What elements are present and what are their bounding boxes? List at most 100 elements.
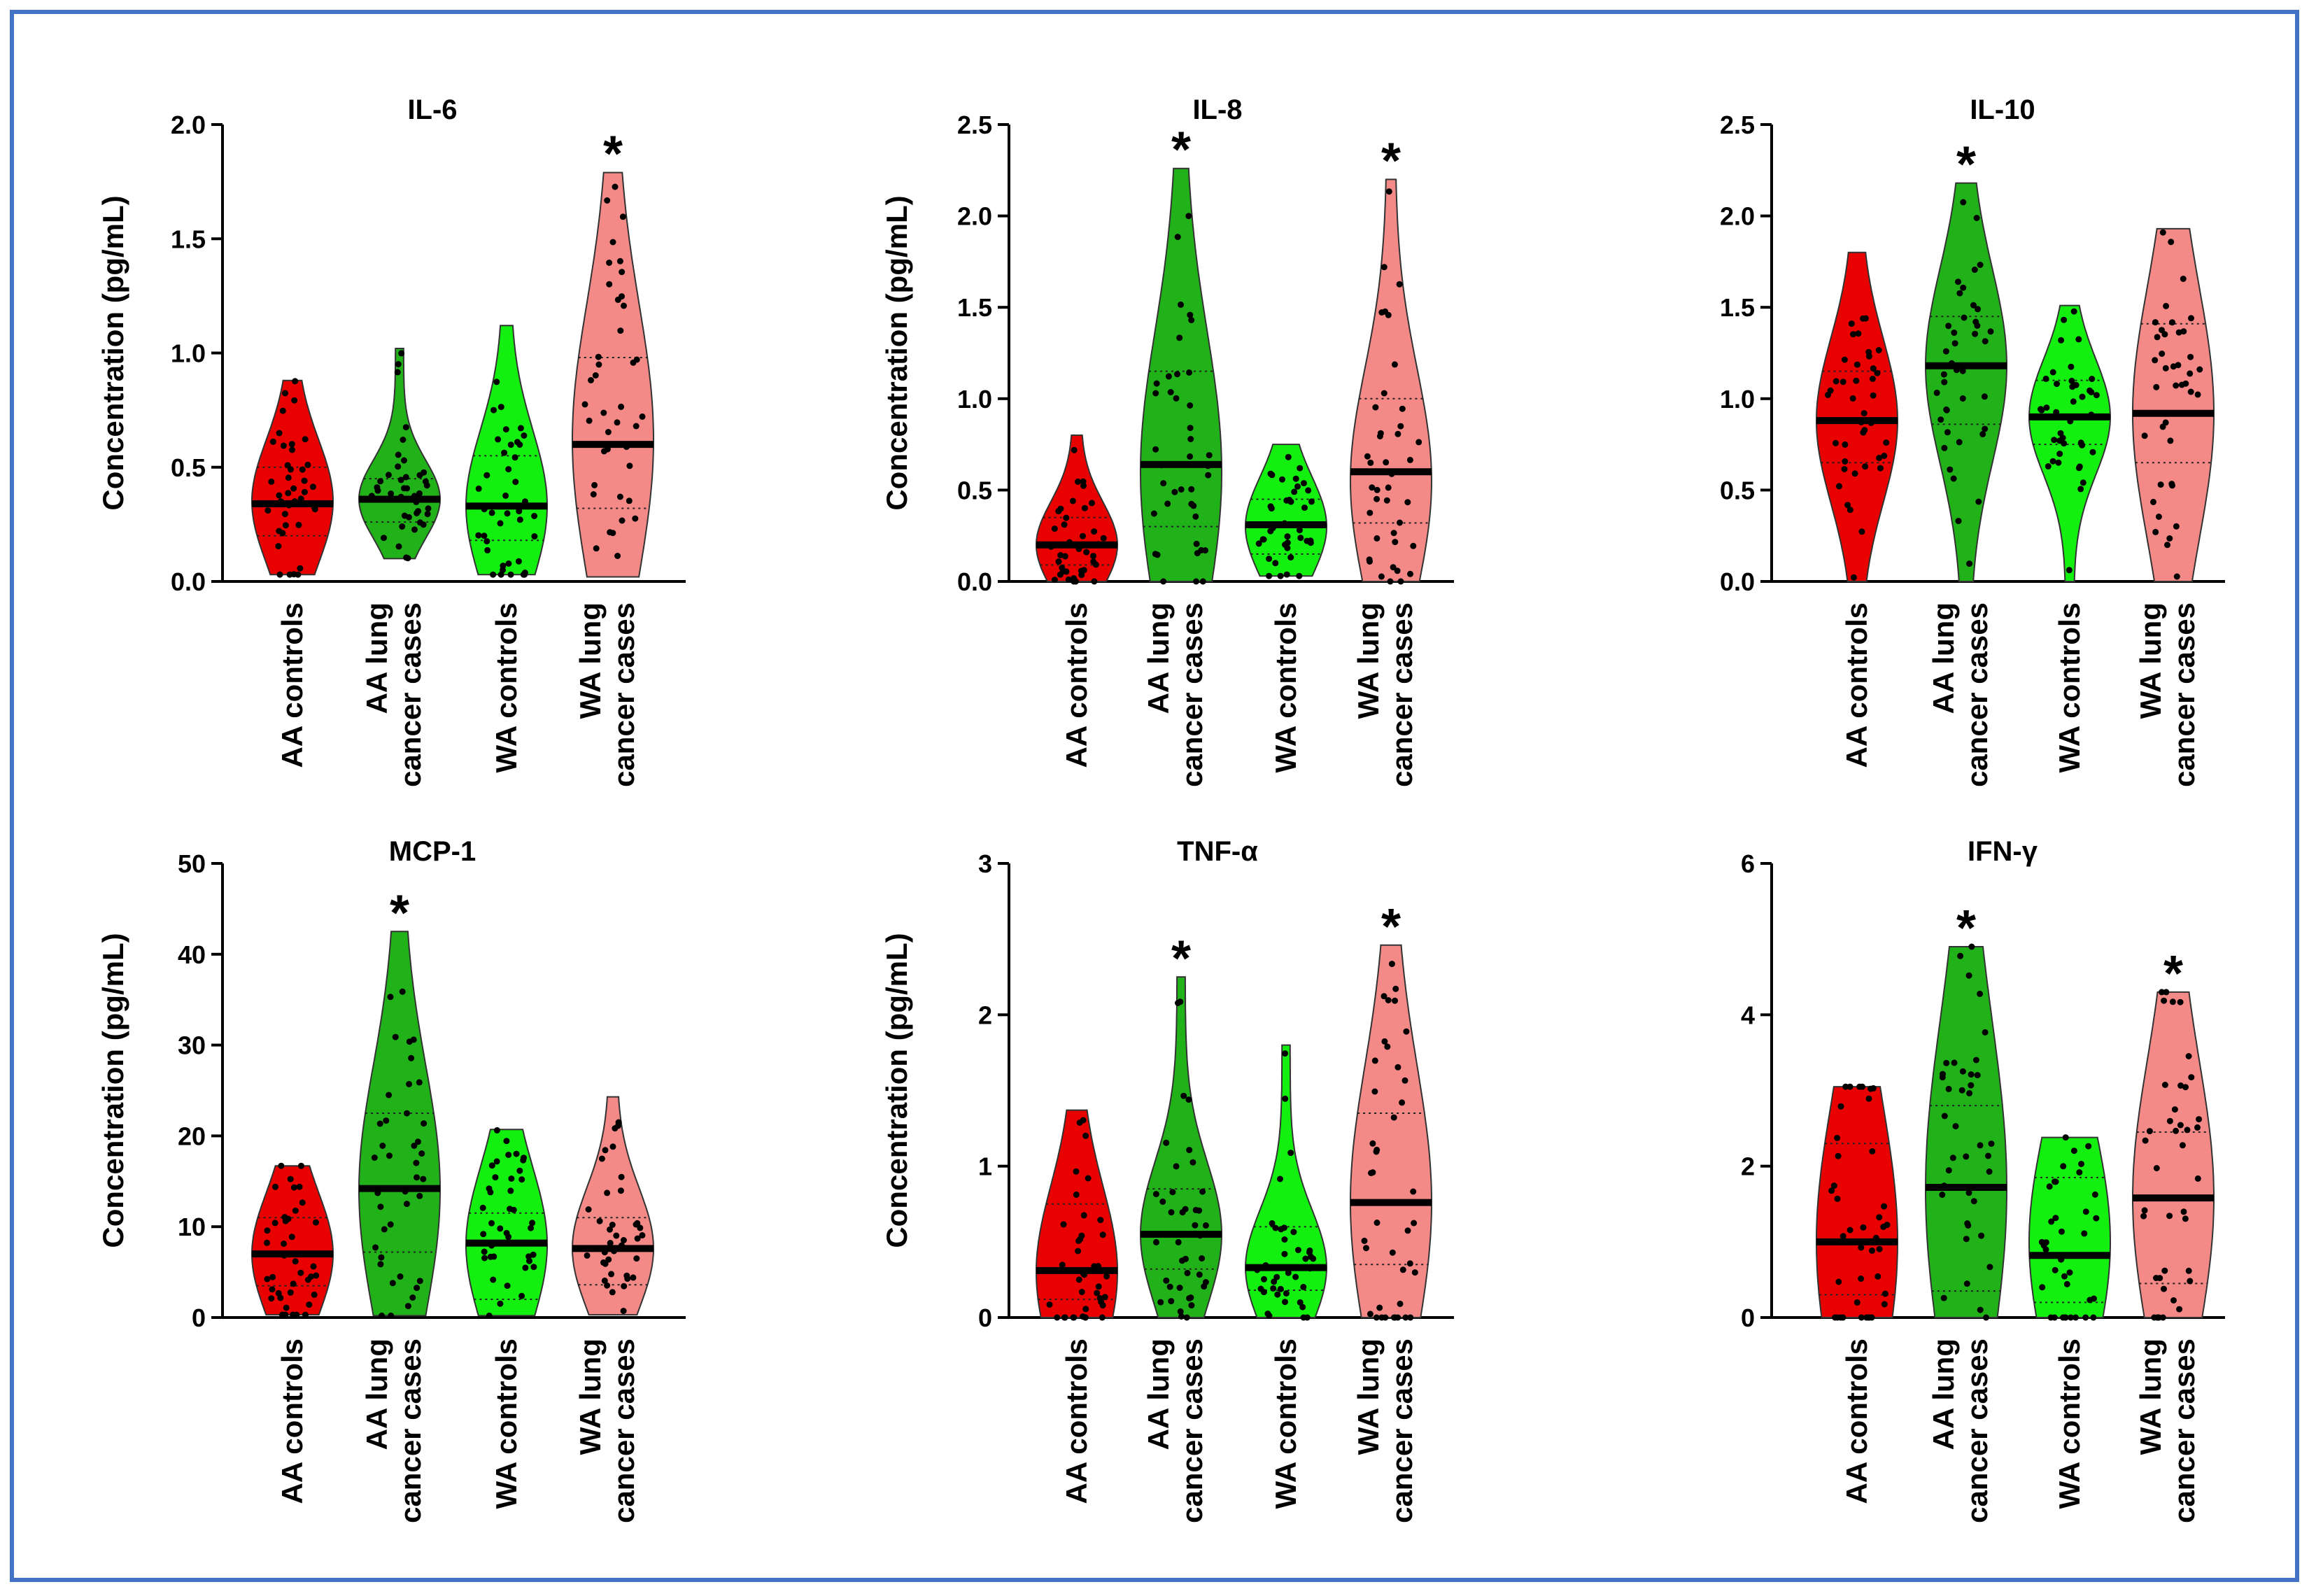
data-point [608,1271,615,1278]
data-point [2045,463,2052,469]
data-point [1089,500,1095,507]
data-point [2161,1082,2168,1088]
data-point [1933,389,1940,396]
data-point [2177,1122,2184,1129]
data-point [1281,1236,1288,1243]
data-point [604,1189,611,1196]
data-point [1376,433,1383,439]
data-point [601,1277,608,1284]
data-point [620,1308,627,1315]
data-point [424,511,431,518]
data-point [1837,1103,1844,1110]
data-point [480,1231,487,1238]
violin-body [2132,227,2215,582]
data-point [621,302,627,309]
data-point [1972,330,1979,337]
data-point [398,350,405,357]
violin-3 [1244,1044,1328,1321]
data-point [1363,1245,1369,1252]
data-point [1951,340,1958,347]
data-point [386,1092,393,1099]
data-point [607,529,614,536]
data-point [1202,1279,1209,1285]
data-point [1082,1132,1089,1139]
data-point [2161,997,2168,1004]
data-point [2141,1207,2148,1214]
data-point [1305,487,1312,494]
data-point [492,1174,499,1181]
y-tick-label: 0.5 [957,476,992,504]
data-point [1186,1147,1193,1154]
data-point [313,1219,319,1226]
data-point [495,436,502,443]
data-point [511,454,518,461]
data-point [2059,435,2066,442]
data-point [1974,322,1981,329]
data-point [619,269,626,276]
data-point [1985,1152,1991,1159]
data-point [2154,334,2161,341]
data-point [272,1183,278,1190]
violin-3 [2028,1134,2111,1321]
data-point [1061,1314,1068,1321]
data-point [282,390,288,397]
x-category-label: WA controls [2053,1339,2086,1509]
x-category-label: cancer cases [2168,1339,2201,1523]
data-point [284,462,291,469]
data-point [276,528,283,535]
data-point [1057,552,1064,558]
data-point [2052,1266,2059,1273]
x-category-label: cancer cases [394,602,427,787]
data-point [1090,553,1096,560]
data-point [1402,1314,1409,1321]
data-point [2173,382,2180,389]
data-point [1100,535,1107,542]
data-point [1169,1189,1176,1196]
data-point [1977,1306,1984,1313]
data-point [2079,442,2086,449]
data-point [1955,518,1962,525]
data-point [1150,510,1157,517]
data-point [493,379,500,386]
data-point [521,571,528,578]
data-point [1394,1064,1401,1071]
data-point [1287,554,1294,561]
data-point [503,1138,510,1145]
data-point [381,1226,388,1233]
data-point [503,1229,510,1236]
violin-body [1036,1109,1118,1318]
data-point [609,239,616,246]
data-point [2177,1082,2184,1089]
data-point [1260,536,1267,543]
data-point [513,1150,520,1157]
data-point [1268,505,1275,512]
data-point [2169,482,2175,489]
data-point [483,472,490,479]
data-point [269,438,276,445]
data-point [1173,395,1180,402]
data-point [2194,1124,2201,1131]
data-point [405,514,412,521]
data-point [298,1162,304,1169]
data-point [1153,380,1160,387]
data-point [1369,1140,1376,1147]
violin-body [251,379,334,576]
data-point [612,183,619,190]
data-point [1369,484,1376,491]
violin-4 [2132,227,2215,582]
data-point [1840,379,1847,386]
data-point [1194,550,1201,557]
data-point [1943,1059,1950,1066]
data-point [617,327,624,334]
violin-body [2132,991,2215,1318]
significance-star: * [390,885,409,941]
data-point [1282,1050,1288,1057]
data-point [1383,459,1390,466]
data-point [1970,1198,1977,1205]
data-point [497,1225,504,1232]
data-point [379,1143,386,1149]
data-point [416,1278,423,1285]
data-point [2066,1269,2073,1276]
data-point [510,1206,517,1213]
